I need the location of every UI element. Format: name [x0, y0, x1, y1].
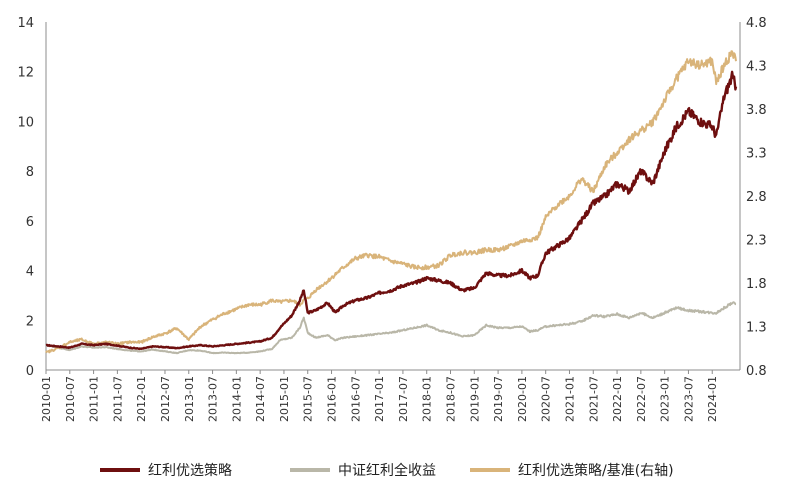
x-tick-label: 2021-07: [587, 376, 600, 422]
y-left-tick-label: 14: [17, 16, 34, 31]
x-tick-label: 2012-01: [135, 376, 148, 422]
y-right-tick-label: 2.3: [746, 234, 767, 249]
x-tick-label: 2016-07: [349, 376, 362, 422]
legend-label-1: 红利优选策略: [148, 462, 232, 479]
y-left-tick-label: 12: [17, 66, 34, 81]
series-layer: [45, 50, 738, 355]
y-right-tick-label: 3.3: [746, 147, 767, 162]
y-right-tick-label: 2.8: [746, 190, 767, 205]
x-tick-label: 2019-01: [468, 376, 481, 422]
x-tick-label: 2012-07: [159, 376, 172, 422]
x-tick-label: 2022-01: [611, 376, 624, 422]
series-line-1: [45, 70, 738, 351]
x-tick-label: 2018-07: [445, 376, 458, 422]
x-tick-label: 2013-07: [207, 376, 220, 422]
x-tick-label: 2014-01: [230, 376, 243, 422]
x-tick-label: 2018-01: [421, 376, 434, 422]
legend-label-3: 红利优选策略/基准(右轴): [518, 462, 674, 479]
x-tick-label: 2019-07: [492, 376, 505, 422]
x-tick-label: 2013-01: [183, 376, 196, 422]
x-tick-label: 2017-01: [373, 376, 386, 422]
y-right-tick-label: 0.8: [746, 364, 767, 379]
y-left-tick-label: 2: [26, 314, 34, 329]
y-left-tick-label: 4: [26, 265, 34, 280]
y-left-tick-label: 8: [26, 165, 34, 180]
x-tick-label: 2010-07: [64, 376, 77, 422]
x-tick-label: 2010-01: [40, 376, 53, 422]
y-right-tick-label: 4.8: [746, 16, 767, 31]
x-tick-label: 2024-01: [706, 376, 719, 422]
x-tick-label: 2015-01: [278, 376, 291, 422]
y-left-tick-label: 10: [17, 115, 34, 130]
series-line-3: [45, 50, 737, 354]
x-tick-label: 2020-07: [540, 376, 553, 422]
x-tick-label: 2011-01: [88, 376, 101, 422]
x-tick-label: 2016-01: [326, 376, 339, 422]
y-right-tick-label: 1.3: [746, 321, 767, 336]
y-right-tick-label: 4.3: [746, 60, 767, 75]
legend: 红利优选策略 中证红利全收益 红利优选策略/基准(右轴): [100, 462, 674, 479]
x-tick-label: 2020-01: [516, 376, 529, 422]
y-right-tick-label: 3.8: [746, 103, 767, 118]
x-tick-label: 2011-07: [111, 376, 124, 422]
x-tick-label: 2014-07: [254, 376, 267, 422]
x-tick-label: 2021-01: [563, 376, 576, 422]
axes-layer: 0 2 4 6 8 10 12 14 0.8 1.3 1.8 2.3 2.8 3.3 3.8 4.3 4.8 20…: [17, 16, 766, 422]
y-left-tick-label: 6: [26, 215, 34, 230]
x-tick-label: 2023-07: [682, 376, 695, 422]
y-right-tick-label: 1.8: [746, 277, 767, 292]
x-tick-label: 2023-01: [659, 376, 672, 422]
y-left-tick-label: 0: [26, 364, 34, 379]
series-line-2: [45, 301, 737, 355]
x-tick-label: 2022-07: [635, 376, 648, 422]
x-tick-label: 2015-07: [302, 376, 315, 422]
legend-label-2: 中证红利全收益: [338, 462, 436, 479]
x-tick-label: 2017-07: [397, 376, 410, 422]
